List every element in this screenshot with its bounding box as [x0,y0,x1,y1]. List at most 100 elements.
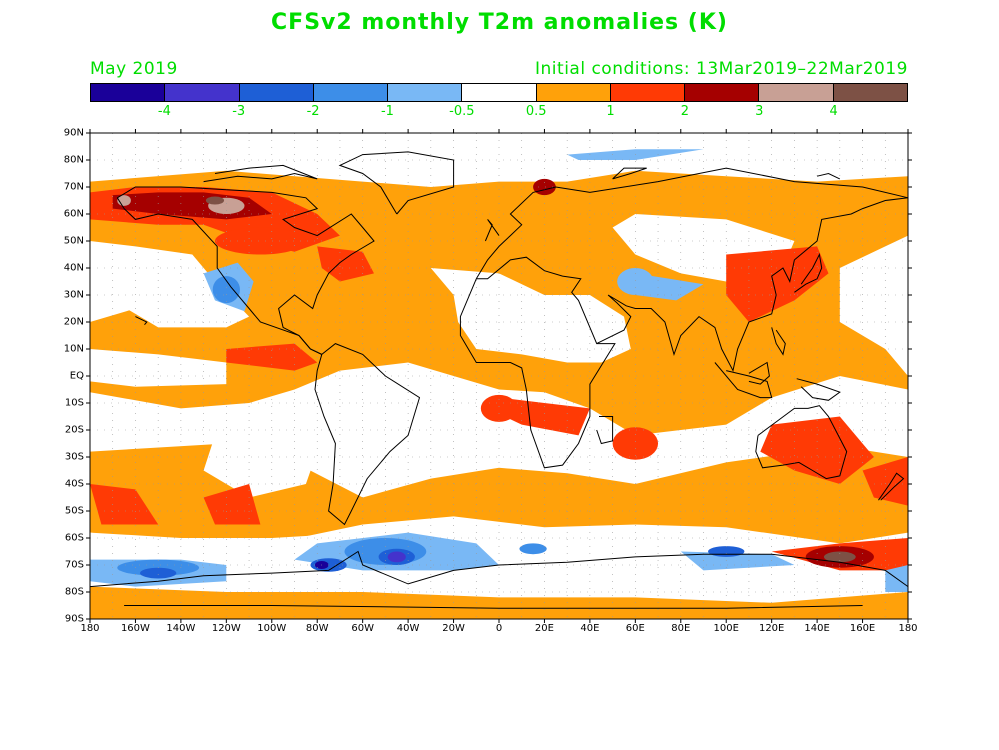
longitude-label: 100E [713,623,739,634]
longitude-label: 180 [898,623,918,634]
latitude-label: 40S [64,478,84,490]
latitude-label: 60N [63,208,84,220]
coastline [596,416,614,445]
anomaly-red [90,484,159,525]
colorbar-swatch [610,84,686,101]
coastline [748,361,770,385]
coastline [714,362,773,399]
colorbar-swatch [91,84,166,101]
latitude-label: 10S [64,397,84,409]
longitude-label: 80W [305,623,329,634]
coastline [484,219,500,242]
anomaly-neutral [430,268,631,363]
longitude-label: 60W [351,623,374,634]
longitude-label: 20W [442,623,465,634]
latitude-label: EQ [69,370,84,382]
latitude-label: 80N [63,154,84,166]
coastline [338,151,455,215]
initial-conditions: Initial conditions: 13Mar2019–22Mar2019 [535,59,908,79]
colorbar-tick-label: 1 [606,104,615,119]
colorbar-swatch [462,84,537,101]
longitude-label: 0 [495,623,503,634]
colorbar-legend [90,83,908,102]
latitude-label: 40N [63,262,84,274]
longitude-label: 20E [534,623,554,634]
longitude-label: 140E [804,623,830,634]
coastline [596,197,909,373]
longitude-label: 40E [580,623,600,634]
coastline [89,550,909,588]
anomaly-neutral [112,268,238,328]
longitude-label: 60E [625,623,645,634]
anomaly-blue [519,543,547,555]
longitude-label: 120E [758,623,785,634]
anomaly-red [760,416,874,484]
colorbar-swatch [388,84,463,101]
anomaly-medblue [139,567,177,579]
coastline [459,256,616,469]
longitude-label: 160W [120,623,150,634]
colorbar-tick-label: 0.5 [525,104,547,119]
latitude-label: 30S [64,451,84,463]
coastline [755,405,848,480]
coastline [816,172,841,180]
anomaly-red [203,484,261,525]
latitude-label: 90N [63,127,84,139]
colorbar-tick-label: 4 [829,104,838,119]
anomaly-medblue [708,546,745,557]
latitude-label: 70S [64,559,84,571]
latitude-label: 30N [63,289,84,301]
anomaly-red [862,457,908,506]
forecast-month: May 2019 [90,59,178,79]
colorbar-tick-label: 3 [755,104,764,119]
longitude-label: 80E [671,623,691,634]
anomaly-red [214,227,306,255]
coastline [612,167,647,180]
colorbar-tick-label: -2 [306,104,320,119]
coastline [135,316,148,326]
latitude-label: 50N [63,235,84,247]
colorbar-tick-label: 2 [680,104,690,119]
coastline [796,378,841,401]
anomaly-red [480,394,518,422]
colorbar-swatch [239,84,314,101]
latitude-label: 90S [64,613,84,625]
anomaly-lightblue [680,551,795,571]
anomaly-brown [205,196,225,205]
latitude-label: 50S [64,505,84,517]
coastline [771,327,786,356]
anomaly-neutral [90,349,227,387]
latitude-label: 20N [63,316,84,328]
coastline [878,472,905,501]
anomaly-neutral [203,430,318,498]
anomaly-lightblue [617,268,654,295]
colorbar-tick-label: -0.5 [449,104,475,119]
anomaly-red [317,246,374,282]
latitude-label: 20S [64,424,84,436]
longitude-label: 180 [80,623,100,634]
colorbar-swatch [536,84,611,101]
anomaly-brown [823,551,856,563]
coastline [203,164,318,183]
colorbar-swatch [833,84,907,101]
anomaly-neutral [344,389,409,457]
colorbar-swatch [313,84,389,101]
anomaly-blue [212,276,240,304]
longitude-label: 160E [849,623,876,634]
chart-title: CFSv2 monthly T2m anomalies (K) [271,10,728,35]
longitude-label: 100W [257,623,287,634]
coastline [794,252,823,293]
coastline [124,605,863,609]
longitude-label: 120W [211,623,241,634]
colorbar-tick-label: -3 [232,104,246,119]
latitude-label: 10N [63,343,84,355]
colorbar-tick-label: -1 [380,104,394,119]
anomaly-neutral [90,133,908,160]
colorbar-swatch [759,84,834,101]
coastline [117,186,421,526]
longitude-label: 40W [396,623,420,634]
anomaly-red [726,246,829,322]
latitude-label: 70N [63,181,84,193]
longitude-label: 140W [166,623,196,634]
